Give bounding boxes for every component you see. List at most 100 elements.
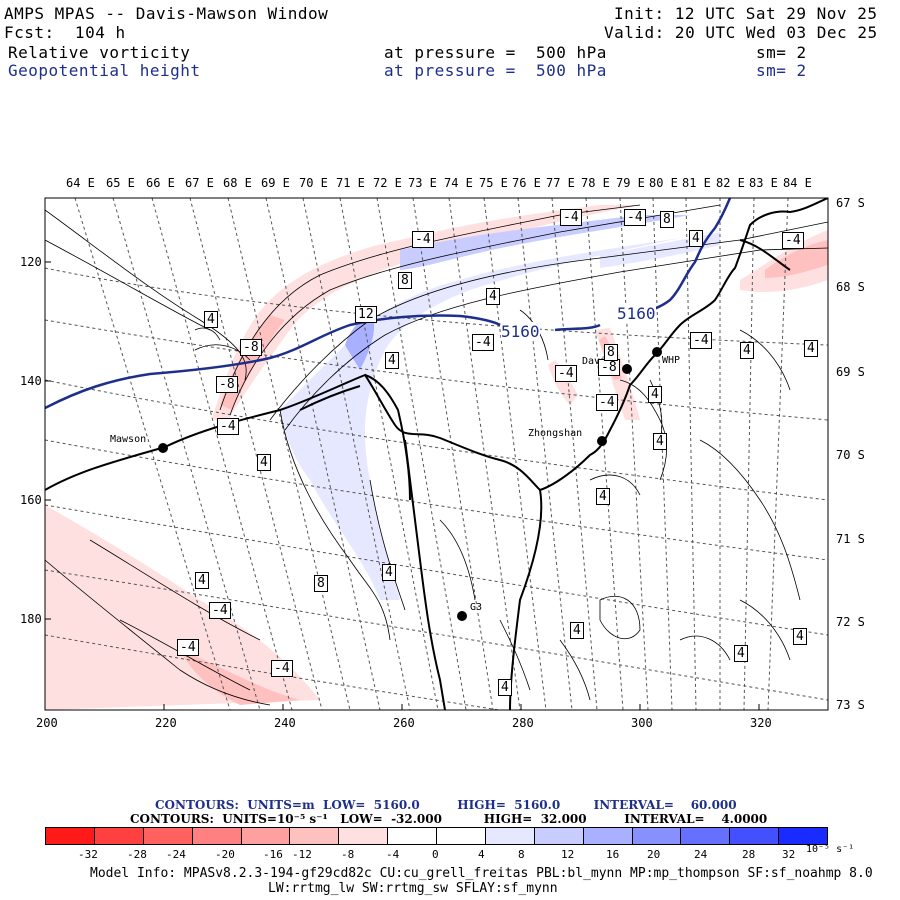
station-dot-g3 <box>457 611 467 621</box>
lon-label: 69 E <box>261 176 290 190</box>
station-label-zhongshan: Zhongshan <box>528 428 583 439</box>
vorticity-label: -4 <box>217 418 239 435</box>
lon-label: 74 E <box>444 176 473 190</box>
station-label-davis: Davis <box>582 356 612 367</box>
model-info-line1: Model Info: MPASv8.2.3-194-gf29cd82c CU:… <box>90 866 873 881</box>
map-title: AMPS MPAS -- Davis-Mawson Window <box>4 4 329 23</box>
color-bin <box>534 828 584 844</box>
vorticity-label: 4 <box>804 340 818 357</box>
lon-label: 64 E <box>66 176 95 190</box>
lon-label: 65 E <box>106 176 135 190</box>
station-dot-davis <box>622 364 632 374</box>
vorticity-label: 4 <box>498 679 512 696</box>
y-tick: 140 <box>20 374 42 388</box>
lat-label: 71 S <box>836 532 865 546</box>
color-bar <box>45 827 828 845</box>
color-bin <box>485 828 535 844</box>
x-tick: 200 <box>36 716 58 730</box>
lat-label: 67 S <box>836 196 865 210</box>
field1-level: at pressure = 500 hPa <box>384 43 607 62</box>
vorticity-label: 4 <box>793 628 807 645</box>
field1-smoothing: sm= 2 <box>756 43 807 62</box>
vorticity-label: 4 <box>689 230 703 247</box>
colorbar-label: 20 <box>647 848 661 861</box>
vorticity-label: 4 <box>257 454 271 471</box>
lon-label: 80 E <box>649 176 678 190</box>
lon-label: 71 E <box>336 176 365 190</box>
colorbar-label: 32 <box>782 848 796 861</box>
lon-label: 81 E <box>682 176 711 190</box>
field1-name: Relative vorticity <box>8 43 191 62</box>
axis-ticks <box>44 261 760 710</box>
lon-label: 72 E <box>373 176 402 190</box>
vorticity-label: -8 <box>598 359 620 376</box>
vorticity-label: 4 <box>596 488 610 505</box>
color-bin <box>632 828 682 844</box>
color-bin <box>437 828 486 844</box>
color-bin <box>290 828 340 844</box>
vorticity-label: -4 <box>177 639 199 656</box>
station-dot-zhongshan <box>597 436 607 446</box>
vorticity-label: 8 <box>314 575 328 592</box>
color-bin <box>241 828 291 844</box>
station-label-g3: G3 <box>470 602 483 613</box>
vorticity-label: -4 <box>555 365 577 382</box>
geopotential-contour-5160 <box>45 198 732 410</box>
forecast-hour: Fcst: 104 h <box>4 23 126 42</box>
vorticity-label: 4 <box>570 622 584 639</box>
vorticity-label: -4 <box>271 660 293 677</box>
vorticity-label: 4 <box>486 288 500 305</box>
color-bin <box>192 828 242 844</box>
lon-label: 75 E <box>479 176 508 190</box>
model-info-line2: LW:rrtmg_lw SW:rrtmg_sw SFLAY:sf_mynn <box>268 881 558 896</box>
field2-smoothing: sm= 2 <box>756 61 807 80</box>
y-tick: 180 <box>20 612 42 626</box>
colorbar-label: -12 <box>292 848 312 861</box>
lat-label: 69 S <box>836 365 865 379</box>
colorbar-label: -32 <box>78 848 98 861</box>
lon-label: 73 E <box>408 176 437 190</box>
x-tick: 220 <box>155 716 177 730</box>
lat-label: 68 S <box>836 280 865 294</box>
lon-label: 76 E <box>512 176 541 190</box>
vorticity-label: -4 <box>690 332 712 349</box>
lon-label: 78 E <box>581 176 610 190</box>
x-tick: 280 <box>512 716 534 730</box>
vorticity-label: 4 <box>204 311 218 328</box>
color-bin <box>779 828 827 844</box>
colorbar-label: -28 <box>127 848 147 861</box>
x-tick: 320 <box>750 716 772 730</box>
height-contour-label: 5160 <box>501 322 540 341</box>
vorticity-label: 4 <box>385 352 399 369</box>
y-tick: 120 <box>20 255 42 269</box>
vorticity-label: -4 <box>596 394 618 411</box>
colorbar-label: -4 <box>386 848 400 861</box>
lon-label: 79 E <box>616 176 645 190</box>
color-bin <box>583 828 633 844</box>
colorbar-label: -24 <box>166 848 186 861</box>
vorticity-label: -4 <box>560 209 582 226</box>
color-bin <box>339 828 389 844</box>
vorticity-label: -8 <box>240 339 262 356</box>
lon-label: 82 E <box>716 176 745 190</box>
vorticity-label: 4 <box>740 342 754 359</box>
color-bin <box>681 828 731 844</box>
colorbar-label: -16 <box>263 848 283 861</box>
colorbar-label: 12 <box>561 848 575 861</box>
color-bin <box>143 828 193 844</box>
vorticity-label: 8 <box>604 344 618 361</box>
lon-label: 83 E <box>749 176 778 190</box>
lon-label: 68 E <box>223 176 252 190</box>
color-bin <box>388 828 437 844</box>
lon-label: 77 E <box>546 176 575 190</box>
init-time: Init: 12 UTC Sat 29 Nov 25 <box>614 4 878 23</box>
lat-label: 72 S <box>836 615 865 629</box>
lat-label: 73 S <box>836 698 865 712</box>
station-dot-mawson <box>158 443 168 453</box>
y-tick: 160 <box>20 493 42 507</box>
vorticity-contours <box>45 204 828 706</box>
lon-label: 84 E <box>783 176 812 190</box>
vorticity-contour-info: CONTOURS: UNITS=10⁻⁵ s⁻¹ LOW= -32.000 HI… <box>130 812 768 826</box>
colorbar-label: 0 <box>432 848 439 861</box>
